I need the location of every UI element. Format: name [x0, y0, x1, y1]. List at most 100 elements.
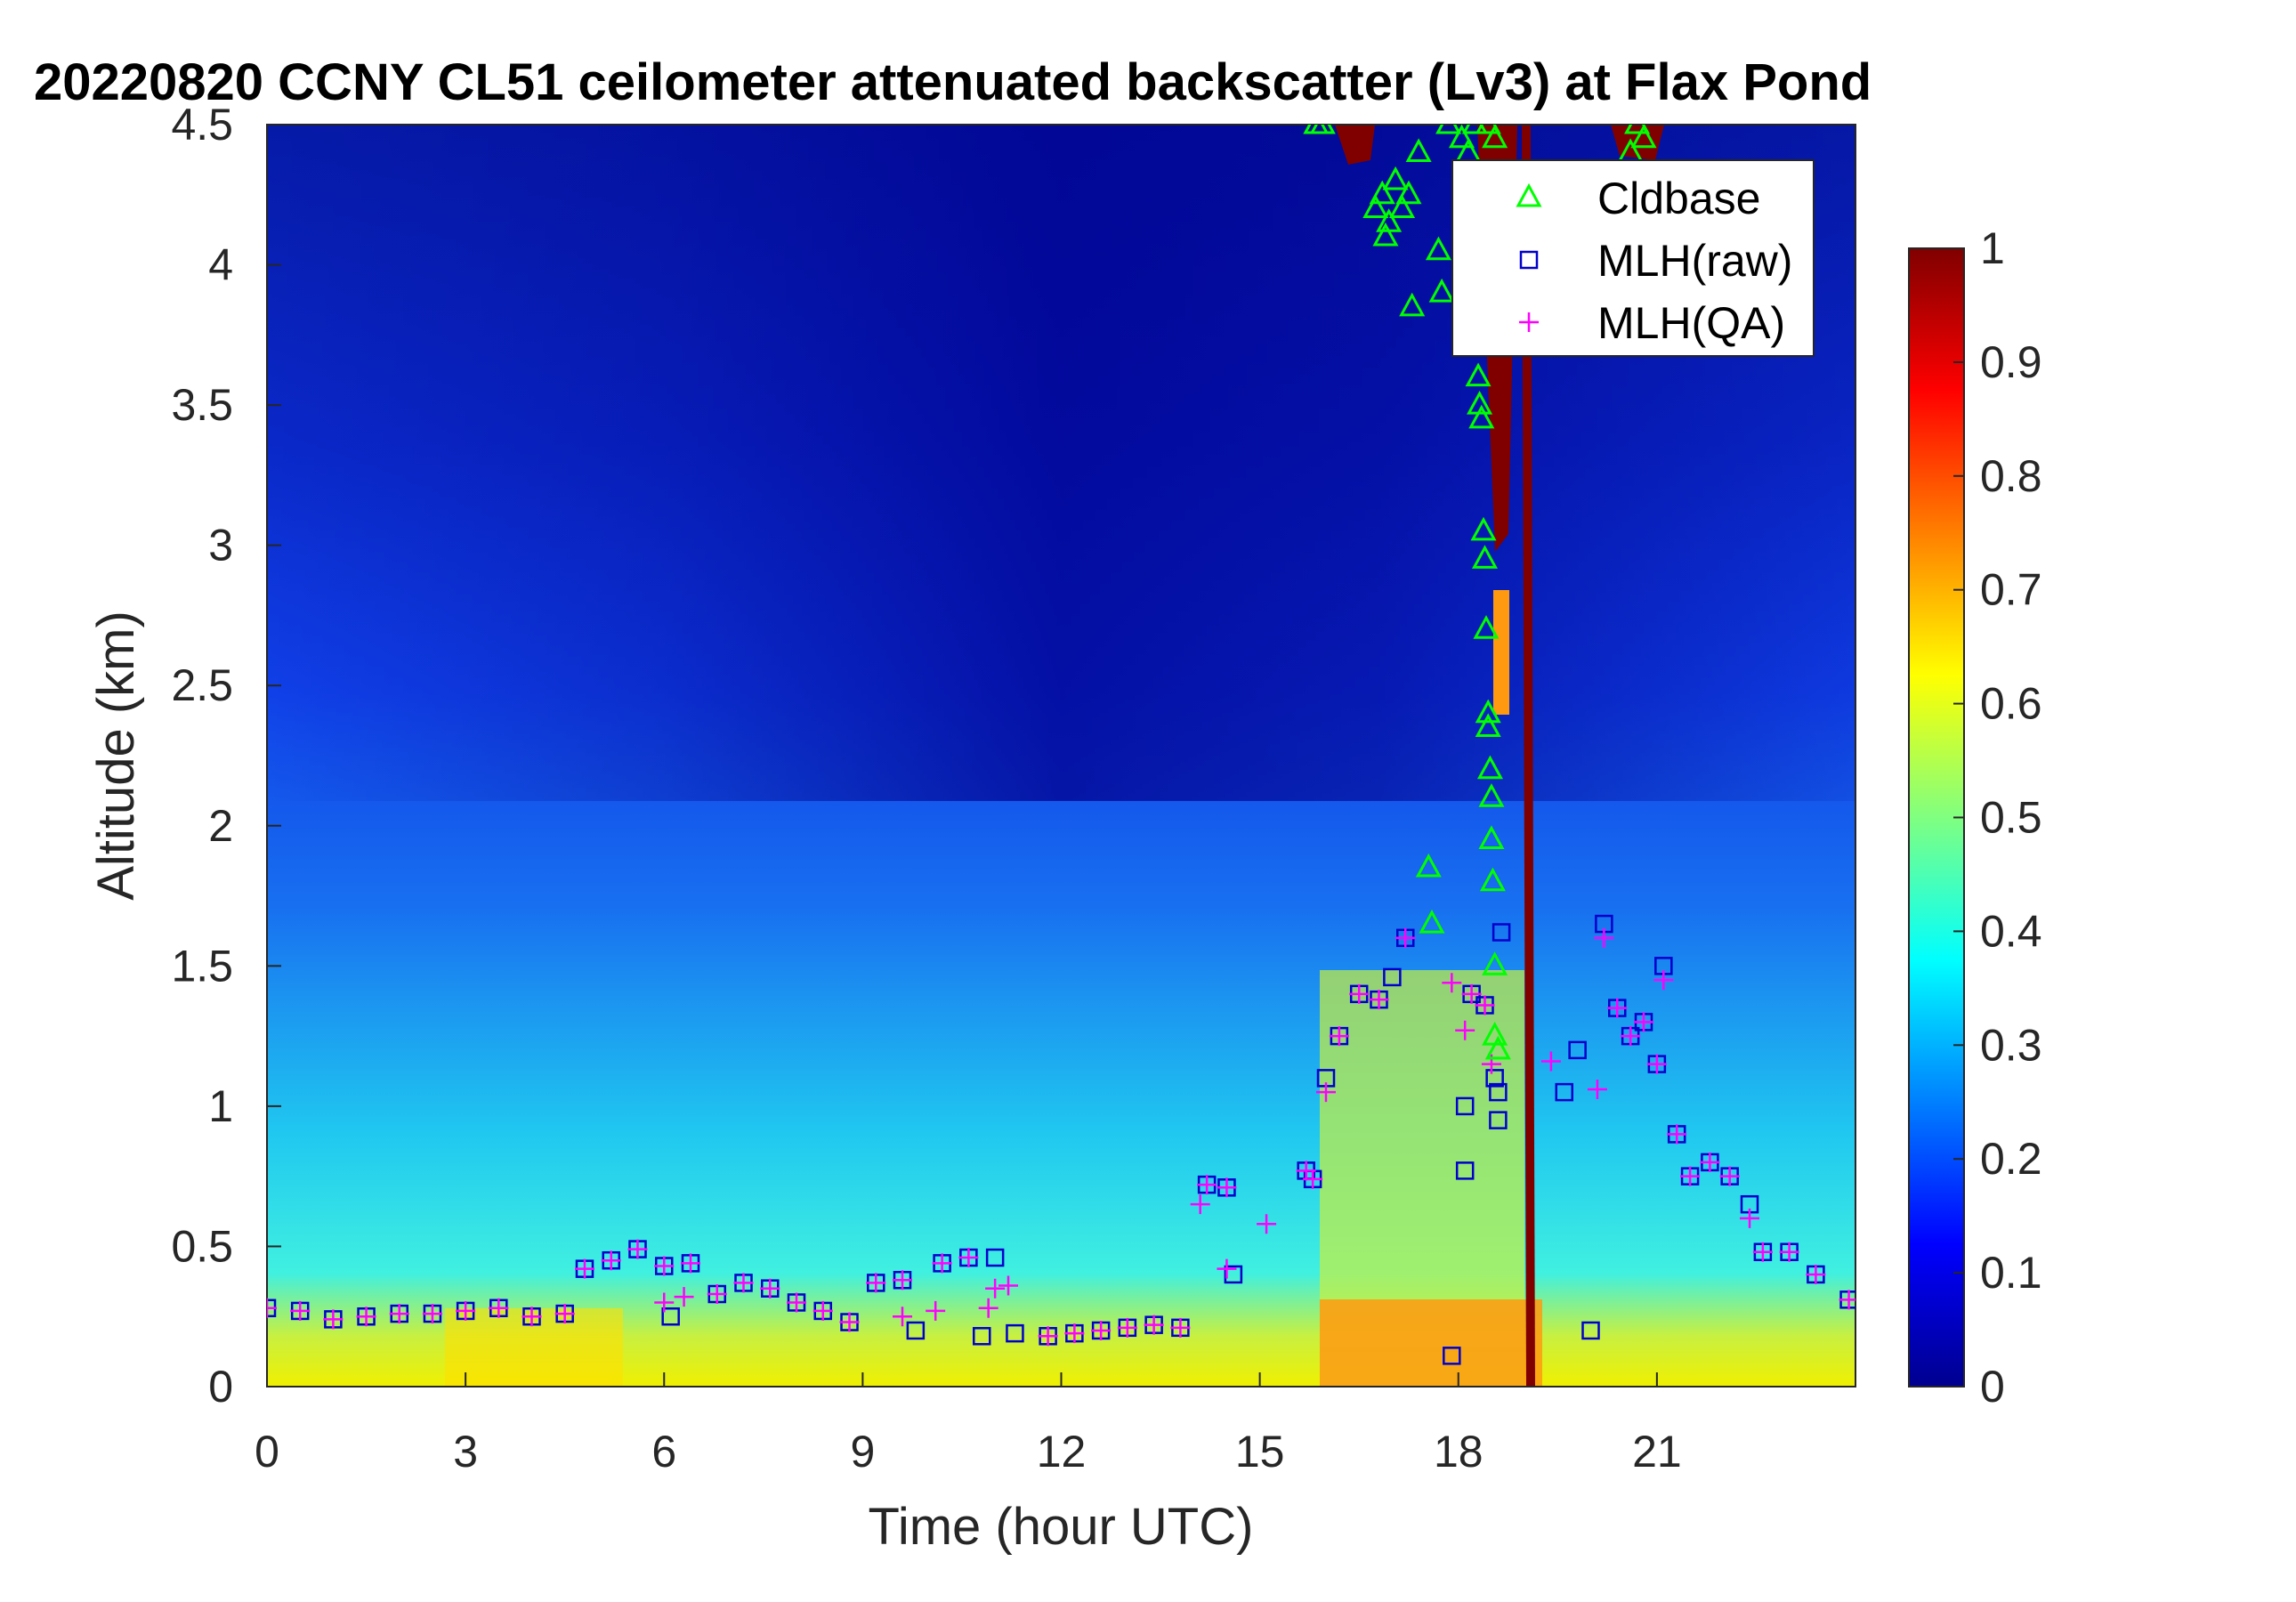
- mlh-qa-marker: [1369, 990, 1389, 1010]
- mlh-qa-marker: [1303, 1169, 1323, 1189]
- mlh-qa-marker: [1587, 1079, 1607, 1099]
- cldbase-marker: [1478, 783, 1505, 807]
- cldbase-marker: [1624, 125, 1651, 134]
- mlh-qa-marker: [1634, 1012, 1653, 1032]
- mlh-qa-marker: [1475, 995, 1495, 1015]
- mlh-qa-marker: [1455, 1020, 1475, 1040]
- mlh-raw-marker: [1455, 1161, 1475, 1180]
- mlh-raw-marker: [1383, 967, 1402, 987]
- y-tick-label: 2.5: [171, 660, 233, 710]
- mlh-qa-marker: [760, 1278, 780, 1299]
- mlh-qa-marker: [1646, 1054, 1667, 1074]
- cldbase-marker: [1382, 166, 1409, 190]
- y-tick-label: 3: [208, 521, 233, 570]
- mlh-raw-marker: [1455, 1096, 1475, 1116]
- mlh-qa-marker: [1700, 1152, 1720, 1172]
- y-tick-label: 0: [208, 1362, 233, 1412]
- y-axis: 0 0.5 1 1.5 2 2.5 3 3.5 4 4.5: [171, 100, 281, 1412]
- colorbar-tick-label: 0.8: [1980, 451, 2042, 501]
- mlh-qa-marker: [1257, 1214, 1277, 1234]
- cldbase-marker: [1415, 853, 1442, 878]
- legend-label: MLH(QA): [1597, 298, 1785, 348]
- colorbar-tick-label: 0.7: [1980, 565, 2042, 615]
- cldbase-marker: [1461, 125, 1488, 134]
- surface-layer-zone: [1320, 1299, 1542, 1387]
- cldbase-marker: [1482, 125, 1508, 149]
- mlh-qa-marker: [1316, 1082, 1336, 1103]
- mlh-raw-marker: [1006, 1323, 1024, 1343]
- mlh-qa-marker: [812, 1300, 833, 1321]
- mlh-qa-marker: [654, 1292, 675, 1313]
- mlh-qa-marker: [1064, 1323, 1085, 1344]
- cloud-top-1: [1335, 125, 1375, 165]
- legend-label: Cldbase: [1597, 174, 1760, 223]
- cldbase-marker: [1435, 125, 1462, 134]
- mlh-qa-marker: [1680, 1166, 1701, 1186]
- cldbase-marker: [1448, 125, 1475, 149]
- cldbase-marker: [1369, 180, 1395, 205]
- cldbase-marker: [1309, 125, 1336, 134]
- mlh-qa-marker: [389, 1304, 409, 1324]
- cldbase-marker: [1475, 699, 1501, 724]
- cloud-orange-patch: [1493, 590, 1509, 715]
- mlh-qa-marker: [1117, 1317, 1137, 1338]
- mlh-raw-marker: [973, 1327, 991, 1346]
- x-tick-label: 18: [1434, 1427, 1484, 1477]
- mlh-qa-marker: [1752, 1242, 1773, 1262]
- colorbar-tick-label: 1: [1980, 223, 2005, 273]
- mlh-qa-marker: [1621, 1026, 1641, 1047]
- mlh-raw-marker: [1224, 1265, 1243, 1284]
- mlh-qa-marker: [1540, 1051, 1561, 1072]
- mlh-qa-marker: [998, 1275, 1018, 1296]
- legend-label: MLH(raw): [1597, 236, 1792, 286]
- mlh-qa-marker: [932, 1253, 952, 1274]
- mlh-qa-marker: [456, 1300, 476, 1321]
- legend: Cldbase MLH(raw) MLH(QA): [1451, 159, 1815, 357]
- mlh-raw-marker: [1443, 1347, 1461, 1365]
- cldbase-marker: [1630, 125, 1657, 149]
- mlh-qa-marker: [674, 1287, 694, 1307]
- mlh-qa-marker: [787, 1292, 806, 1313]
- mlh-qa-marker: [681, 1253, 700, 1274]
- cldbase-marker: [1372, 222, 1399, 247]
- y-tick-label: 2: [208, 801, 233, 851]
- mlh-qa-marker: [1607, 998, 1628, 1018]
- mlh-raw-marker: [1489, 1111, 1508, 1129]
- mlh-qa-marker: [707, 1284, 727, 1305]
- x-tick-label: 21: [1632, 1427, 1682, 1477]
- chart-title: 20220820 CCNY CL51 ceilometer attenuated…: [34, 53, 1872, 111]
- mlh-qa-marker: [1349, 983, 1370, 1004]
- legend-marker-2: [1519, 312, 1539, 332]
- colorbar-tick-label: 0.1: [1980, 1248, 2042, 1298]
- markers-layer: [267, 125, 1855, 1365]
- mlh-raw-marker: [1568, 1040, 1587, 1060]
- mlh-qa-marker: [1461, 983, 1482, 1004]
- colorbar-ticks: 0 0.1 0.2 0.3 0.4 0.5 0.6 0.7 0.8 0.9 1: [1953, 223, 2042, 1412]
- colorbar-tick-label: 0.6: [1980, 679, 2042, 729]
- mlh-qa-marker: [422, 1304, 442, 1324]
- cldbase-marker: [1478, 825, 1505, 850]
- cldbase-marker: [1470, 516, 1497, 541]
- mlh-qa-marker: [926, 1300, 946, 1321]
- mlh-qa-marker: [1395, 927, 1416, 948]
- cldbase-marker: [1475, 125, 1501, 134]
- mlh-qa-marker: [1170, 1317, 1191, 1338]
- surface-layer-left: [445, 1308, 623, 1387]
- x-tick-label: 3: [453, 1427, 478, 1477]
- mlh-qa-marker: [1667, 1124, 1687, 1145]
- mlh-qa-marker: [1740, 1208, 1759, 1228]
- cldbase-marker: [1362, 194, 1389, 219]
- mlh-qa-marker: [356, 1307, 376, 1327]
- mlh-raw-marker: [1581, 1321, 1600, 1340]
- cldbase-marker: [1419, 909, 1445, 934]
- mlh-qa-marker: [489, 1298, 509, 1318]
- cldbase-marker: [1473, 615, 1500, 639]
- mlh-qa-marker: [1839, 1290, 1855, 1310]
- mlh-qa-marker: [893, 1270, 912, 1290]
- x-tick-label: 0: [255, 1427, 279, 1477]
- cldbase-marker: [1405, 138, 1432, 163]
- mlh-raw-marker: [1492, 923, 1511, 942]
- x-tick-label: 9: [850, 1427, 875, 1477]
- cldbase-marker: [1482, 951, 1508, 975]
- cldbase-marker: [1479, 867, 1506, 892]
